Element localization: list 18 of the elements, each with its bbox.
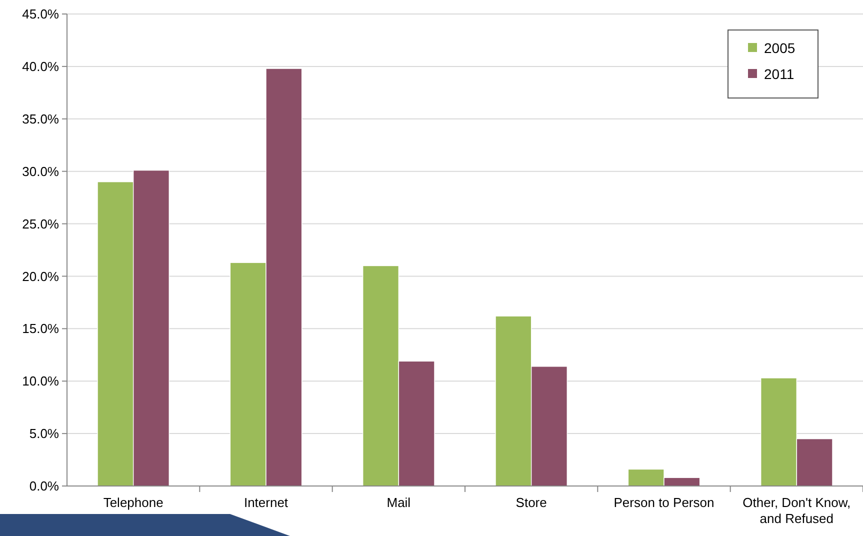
y-tick-label: 40.0%	[22, 58, 60, 74]
x-tick-label: Internet	[244, 495, 288, 510]
x-tick-label: Telephone	[103, 495, 164, 510]
y-tick-label: 35.0%	[22, 111, 60, 126]
legend-label: 2011	[764, 66, 794, 82]
y-tick-label: 25.0%	[22, 216, 60, 232]
x-tick-label: Person to Person	[614, 495, 714, 510]
y-tick-label: 45.0%	[22, 6, 60, 22]
y-tick-label: 20.0%	[22, 268, 60, 284]
y-tick-label: 10.0%	[22, 374, 60, 389]
y-tick-label: 30.0%	[22, 164, 60, 179]
x-tick-label: Store	[516, 495, 547, 510]
y-tick-label: 5.0%	[29, 426, 60, 442]
legend-label: 2005	[764, 40, 796, 56]
y-tick-label: 15.0%	[22, 321, 60, 336]
y-tick-label: 0.0%	[29, 478, 60, 494]
x-tick-label: Other, Don't Know, and Refused	[742, 495, 851, 526]
x-tick-label: Mail	[386, 495, 411, 510]
